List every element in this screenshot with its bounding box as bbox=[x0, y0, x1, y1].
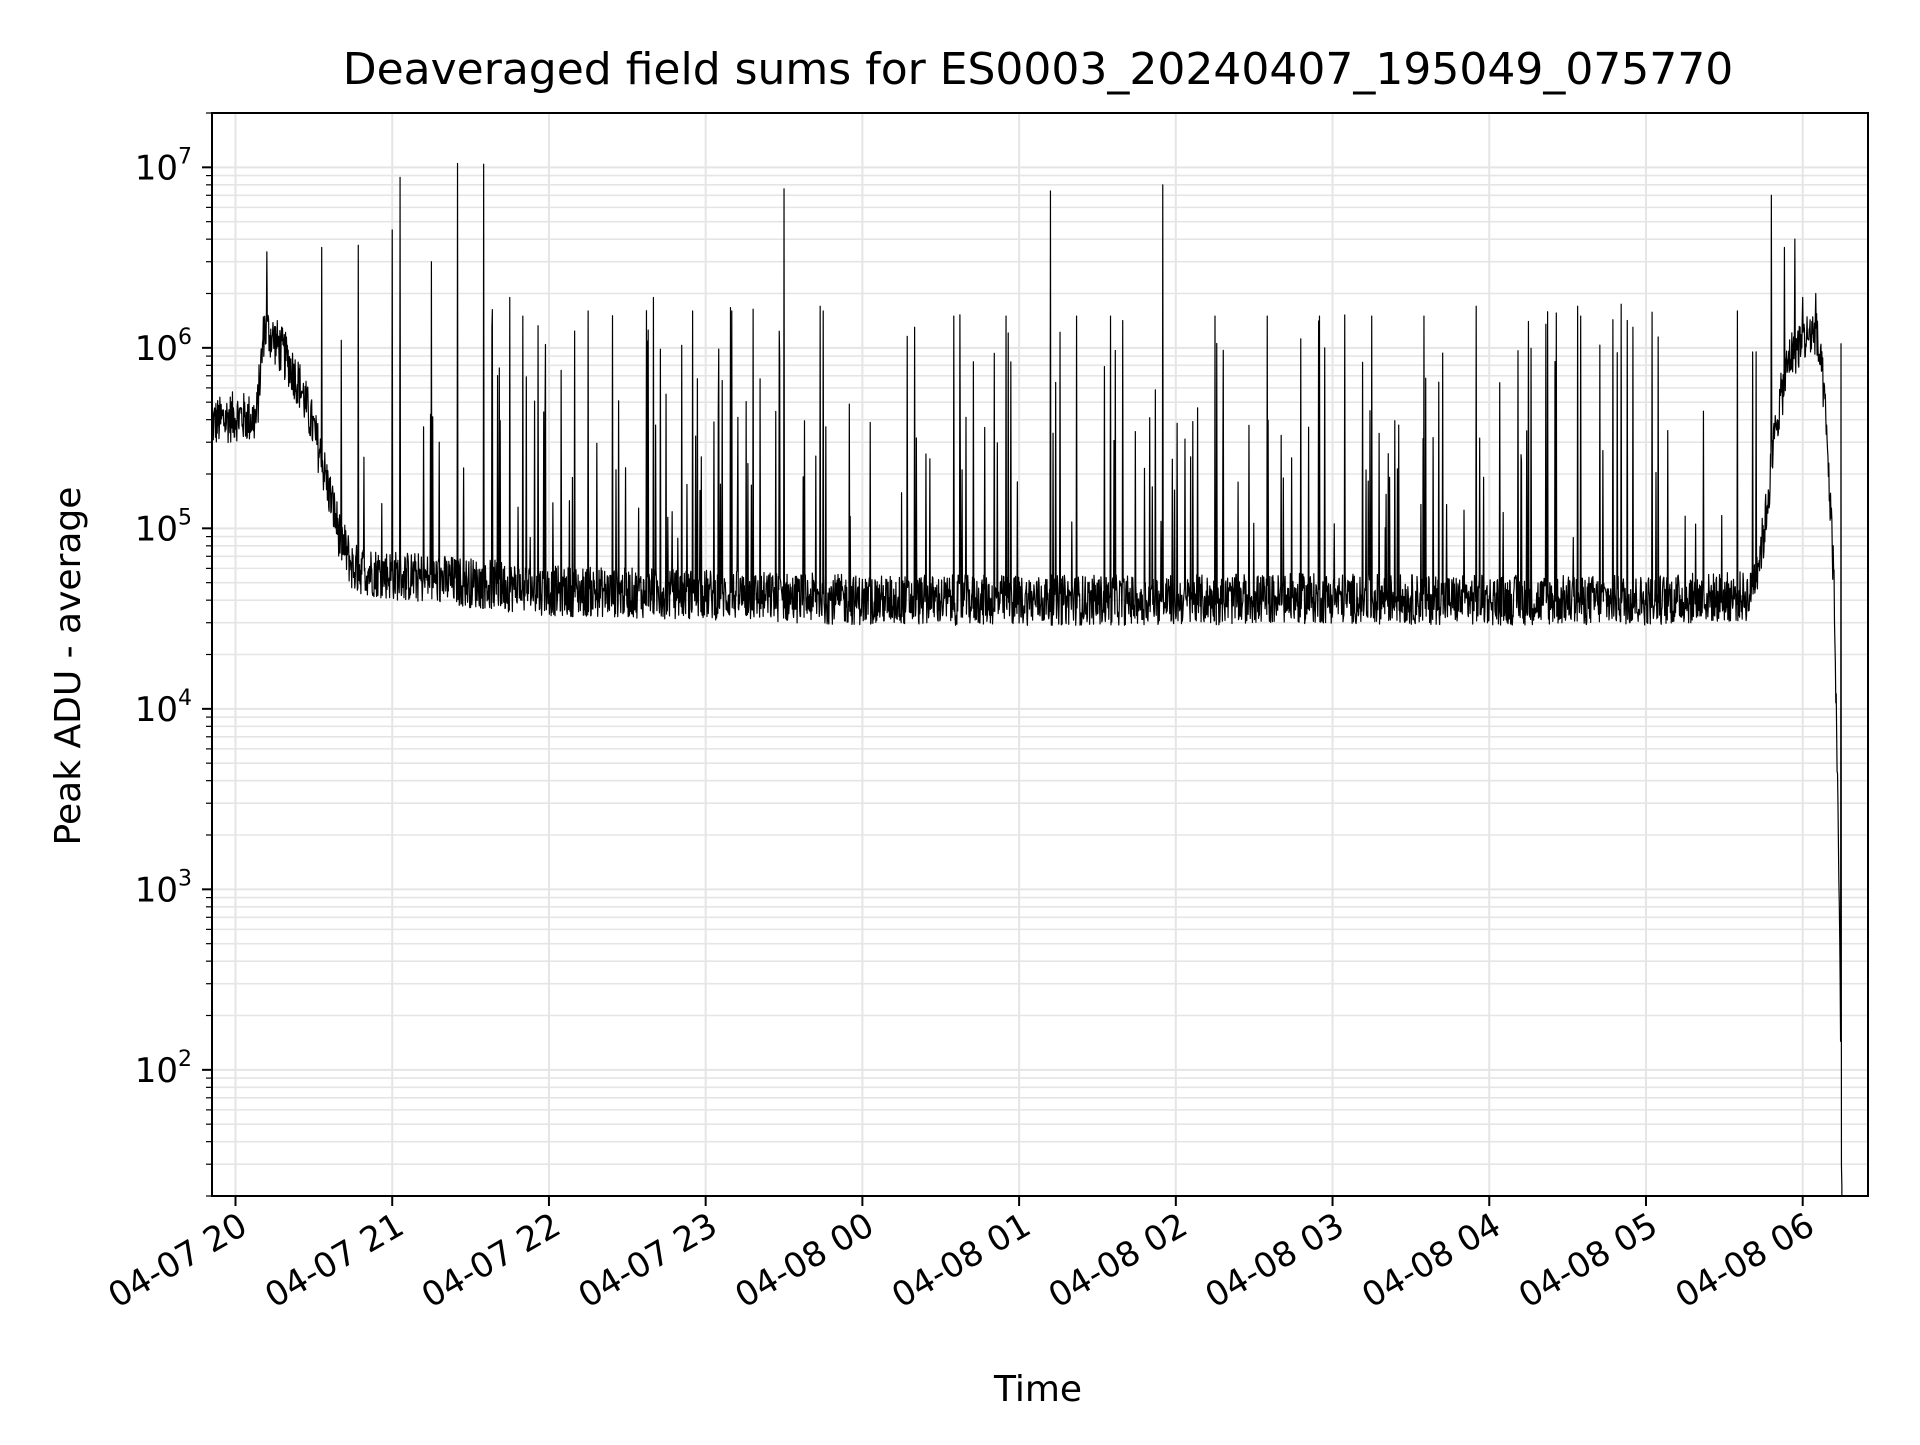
chart-title: Deaveraged field sums for ES0003_2024040… bbox=[343, 44, 1734, 95]
y-tick-exponent: 4 bbox=[178, 686, 192, 711]
y-tick-label: 106 bbox=[135, 325, 192, 369]
y-tick-exponent: 3 bbox=[178, 866, 192, 891]
y-tick-label: 107 bbox=[135, 144, 192, 188]
y-tick-base: 10 bbox=[135, 690, 178, 730]
y-tick-exponent: 6 bbox=[178, 325, 192, 350]
y-tick-base: 10 bbox=[135, 148, 178, 188]
y-tick-label: 105 bbox=[135, 505, 192, 549]
y-tick-exponent: 7 bbox=[178, 144, 192, 169]
y-tick-label: 104 bbox=[135, 686, 192, 730]
y-tick-base: 10 bbox=[135, 329, 178, 369]
y-tick-exponent: 5 bbox=[178, 505, 192, 530]
plot-frame bbox=[211, 112, 1869, 1197]
y-tick-base: 10 bbox=[135, 870, 178, 910]
grid-lines bbox=[212, 112, 1868, 1197]
y-tick-label: 103 bbox=[135, 866, 192, 910]
y-tick-exponent: 2 bbox=[178, 1047, 192, 1072]
y-axis-label: Peak ADU - average bbox=[48, 487, 89, 846]
series-line bbox=[212, 162, 1843, 1196]
y-tick-label: 102 bbox=[135, 1047, 192, 1091]
y-tick-base: 10 bbox=[135, 1051, 178, 1091]
x-axis-label: Time bbox=[993, 1369, 1082, 1410]
y-tick-base: 10 bbox=[135, 509, 178, 549]
series-group bbox=[212, 162, 1843, 1196]
